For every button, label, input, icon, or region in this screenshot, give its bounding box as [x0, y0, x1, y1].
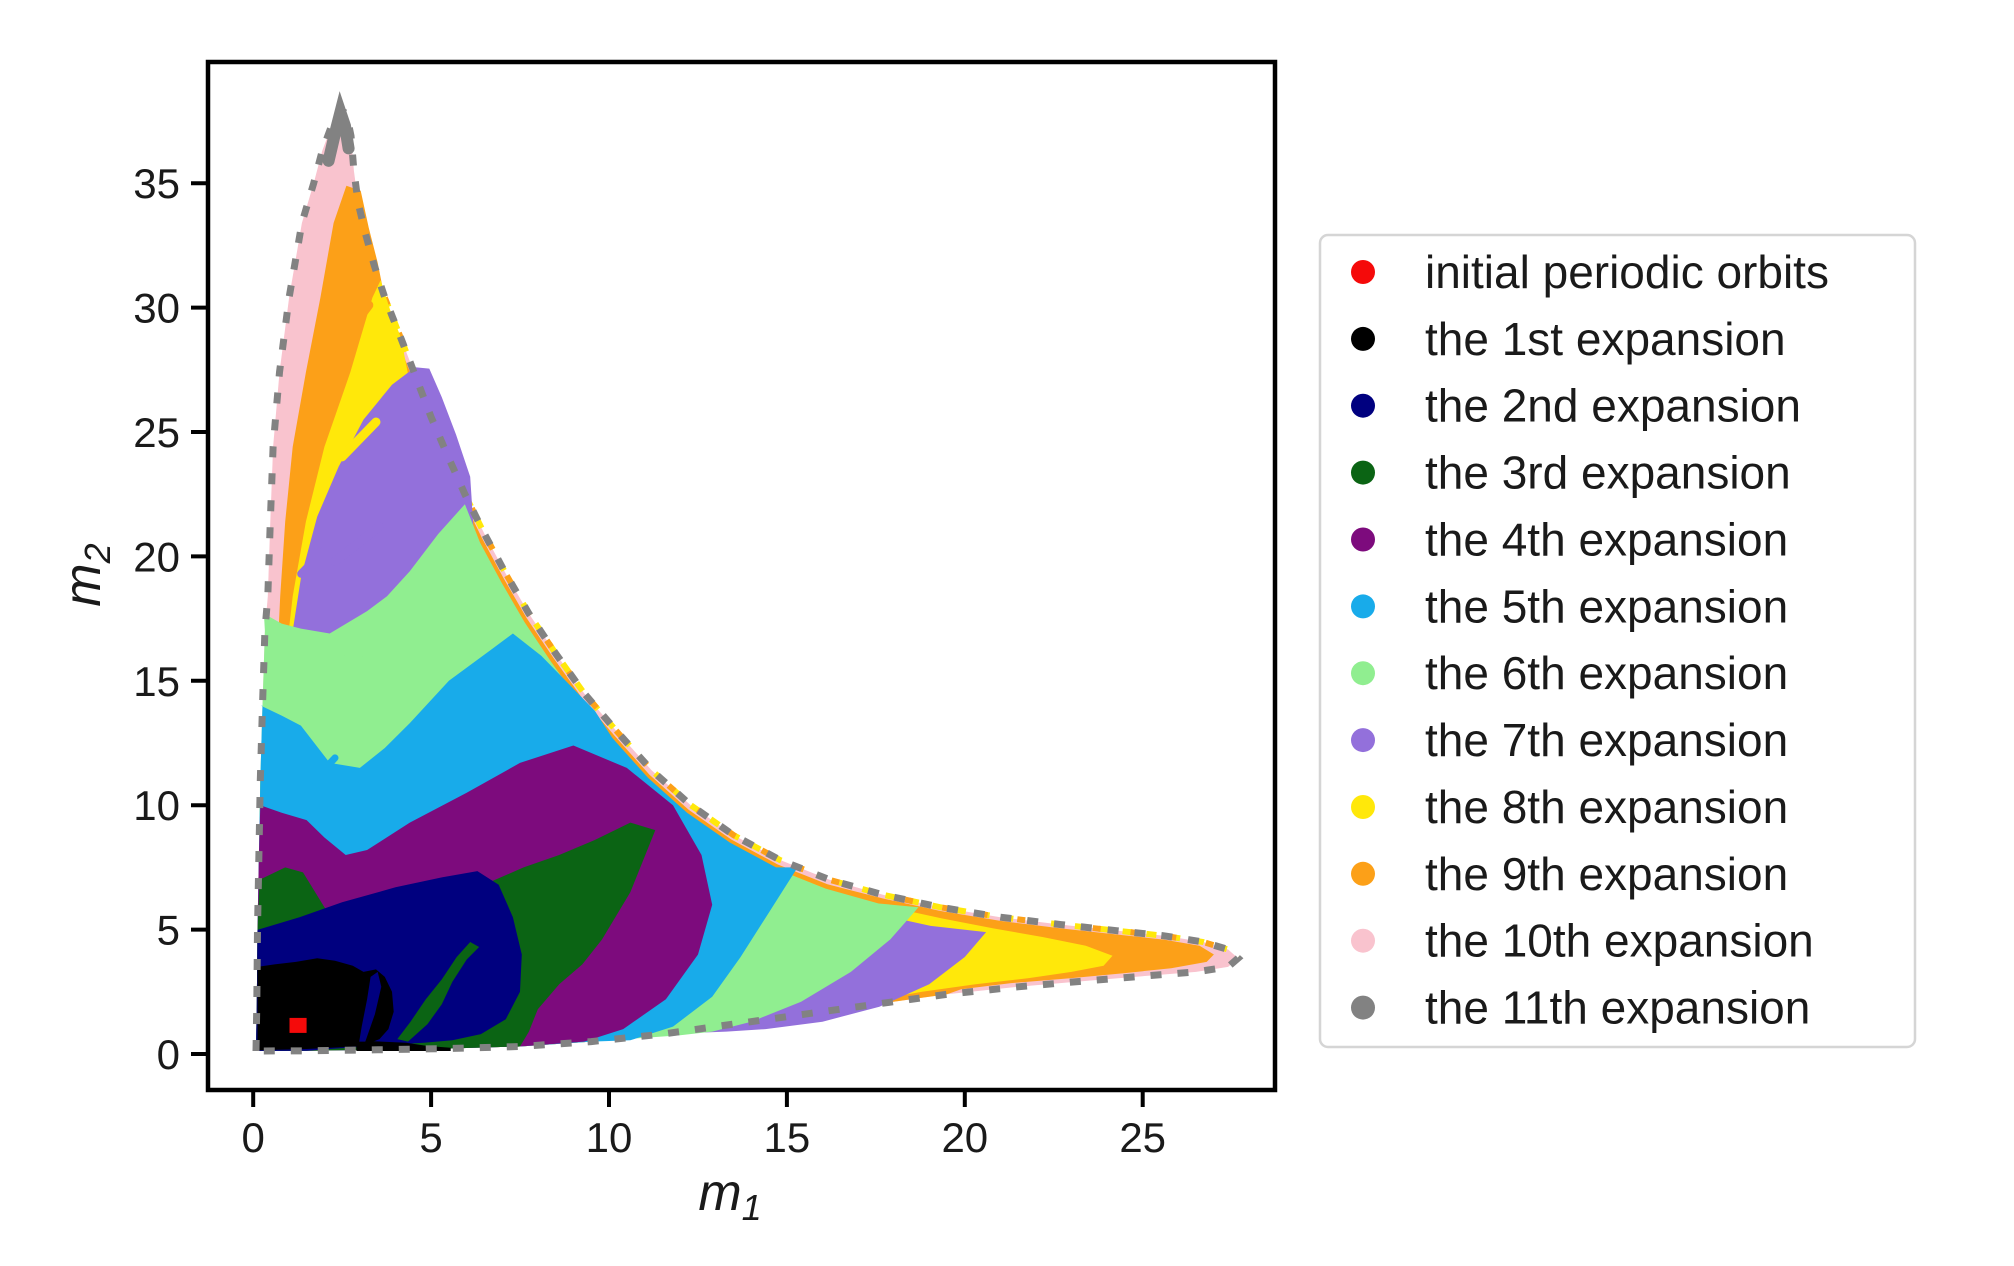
svg-text:initial periodic orbits: initial periodic orbits [1425, 246, 1829, 298]
svg-text:20: 20 [133, 533, 180, 580]
svg-text:the 2nd expansion: the 2nd expansion [1425, 380, 1801, 432]
svg-text:10: 10 [133, 782, 180, 829]
svg-text:0: 0 [157, 1031, 180, 1078]
svg-text:15: 15 [764, 1114, 811, 1161]
svg-text:0: 0 [242, 1114, 265, 1161]
svg-text:30: 30 [133, 285, 180, 332]
svg-text:the 10th expansion: the 10th expansion [1425, 915, 1814, 967]
svg-text:m2: m2 [54, 543, 118, 606]
svg-text:25: 25 [1119, 1114, 1166, 1161]
svg-text:the 8th expansion: the 8th expansion [1425, 781, 1788, 833]
svg-text:the 9th expansion: the 9th expansion [1425, 848, 1788, 900]
svg-text:the 5th expansion: the 5th expansion [1425, 580, 1788, 632]
svg-text:the 1st expansion: the 1st expansion [1425, 313, 1786, 365]
svg-text:25: 25 [133, 409, 180, 456]
svg-text:5: 5 [419, 1114, 442, 1161]
svg-text:the 6th expansion: the 6th expansion [1425, 647, 1788, 699]
svg-text:15: 15 [133, 658, 180, 705]
svg-text:the 3rd expansion: the 3rd expansion [1425, 447, 1791, 499]
svg-text:m1: m1 [698, 1164, 761, 1228]
svg-text:20: 20 [941, 1114, 988, 1161]
svg-text:the 11th expansion: the 11th expansion [1425, 982, 1810, 1034]
svg-text:the 7th expansion: the 7th expansion [1425, 714, 1788, 766]
svg-text:35: 35 [133, 160, 180, 207]
svg-text:10: 10 [586, 1114, 633, 1161]
svg-text:the 4th expansion: the 4th expansion [1425, 514, 1788, 566]
svg-text:5: 5 [157, 907, 180, 954]
